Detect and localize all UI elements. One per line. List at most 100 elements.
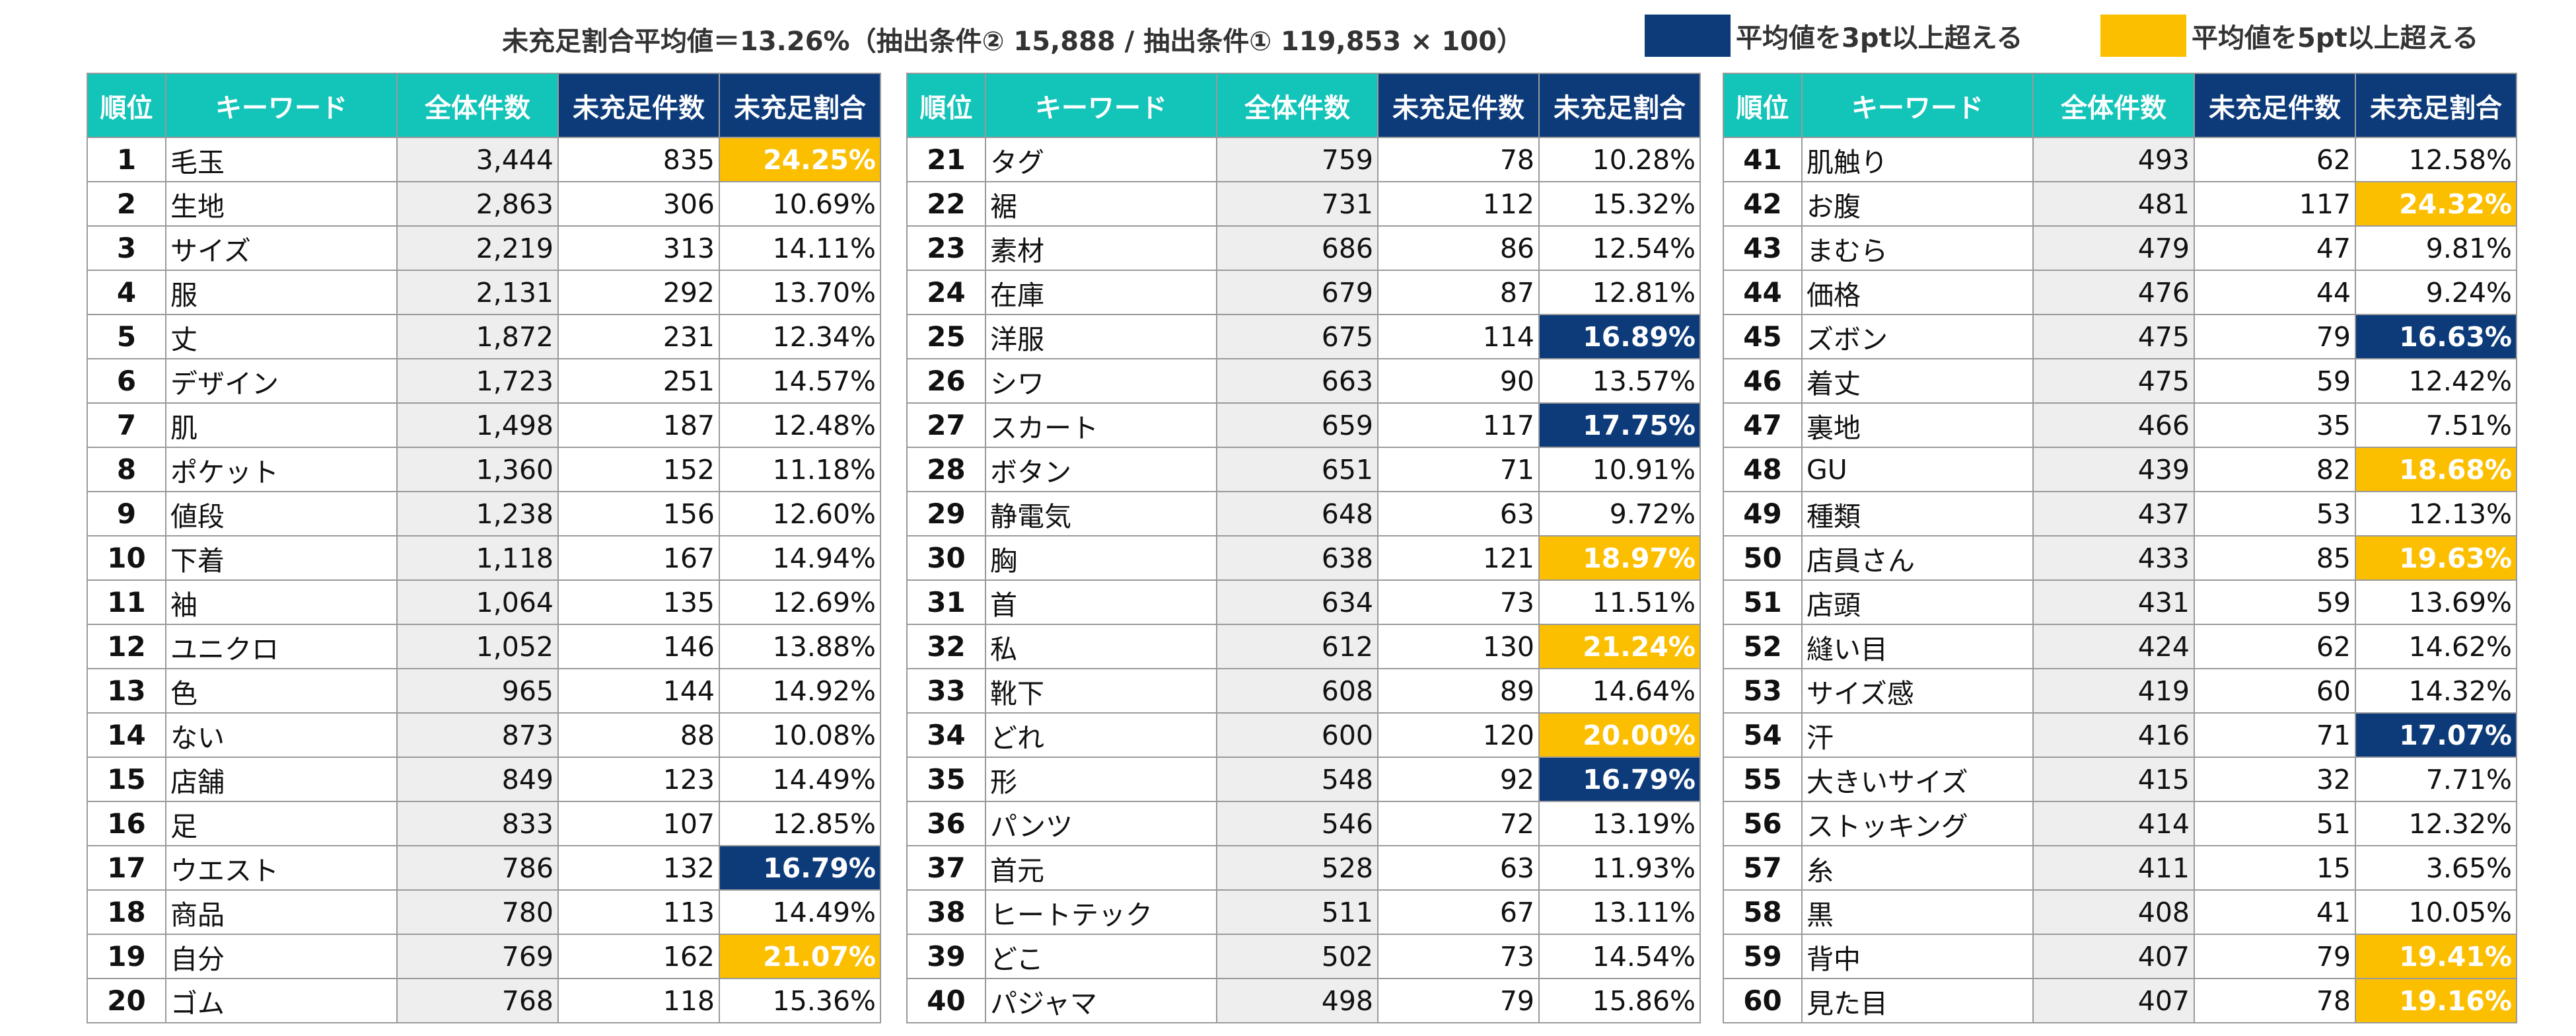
table-row: 22 裾 731 112 15.32% bbox=[906, 181, 1701, 227]
total-count-cell: 546 bbox=[1216, 801, 1378, 846]
unmet-ratio-cell: 19.63% bbox=[2355, 535, 2517, 581]
rank-cell: 25 bbox=[906, 314, 986, 359]
unmet-count-cell: 51 bbox=[2194, 801, 2356, 846]
keyword-cell: スカート bbox=[985, 402, 1217, 448]
keyword-cell: 洋服 bbox=[985, 314, 1217, 359]
total-count-cell: 1,052 bbox=[396, 624, 559, 669]
keyword-cell: 糸 bbox=[1801, 845, 2034, 891]
total-count-cell: 686 bbox=[1216, 225, 1378, 271]
unmet-count-cell: 71 bbox=[1377, 447, 1540, 492]
table-header-row: 順位 キーワード 全体件数 未充足件数 未充足割合 bbox=[1723, 73, 2517, 138]
unmet-count-cell: 86 bbox=[1377, 225, 1540, 271]
unmet-ratio-cell: 10.91% bbox=[1538, 447, 1701, 492]
unmet-ratio-cell: 3.65% bbox=[2355, 845, 2517, 891]
total-count-cell: 786 bbox=[396, 845, 559, 891]
unmet-count-cell: 144 bbox=[557, 668, 720, 714]
unmet-count-cell: 44 bbox=[2194, 270, 2356, 315]
rank-cell: 4 bbox=[87, 270, 166, 315]
table-row: 53 サイズ感 419 60 14.32% bbox=[1723, 668, 2517, 714]
total-count-cell: 679 bbox=[1216, 270, 1378, 315]
unmet-count-cell: 78 bbox=[2194, 978, 2356, 1023]
unmet-count-cell: 121 bbox=[1377, 535, 1540, 581]
unmet-ratio-cell: 13.69% bbox=[2355, 579, 2517, 625]
unmet-ratio-cell: 17.75% bbox=[1538, 402, 1701, 448]
keyword-cell: 裾 bbox=[985, 181, 1217, 227]
rank-cell: 54 bbox=[1723, 712, 1803, 758]
unmet-count-cell: 53 bbox=[2194, 491, 2356, 536]
col-keyword-header: キーワード bbox=[985, 73, 1217, 138]
table-row: 13 色 965 144 14.92% bbox=[87, 668, 881, 714]
rank-cell: 51 bbox=[1723, 579, 1803, 625]
unmet-count-cell: 156 bbox=[557, 491, 720, 536]
col-unmet-header: 未充足件数 bbox=[1377, 73, 1540, 138]
keyword-cell: ズボン bbox=[1801, 314, 2034, 359]
unmet-count-cell: 167 bbox=[557, 535, 720, 581]
keyword-cell: ボタン bbox=[985, 447, 1217, 492]
keyword-cell: 丈 bbox=[165, 314, 398, 359]
rank-cell: 42 bbox=[1723, 181, 1803, 227]
keyword-cell: GU bbox=[1801, 447, 2034, 492]
table-row: 50 店員さん 433 85 19.63% bbox=[1723, 535, 2517, 581]
total-count-cell: 634 bbox=[1216, 579, 1378, 625]
unmet-count-cell: 67 bbox=[1377, 889, 1540, 935]
keyword-cell: サイズ bbox=[165, 225, 398, 271]
table-row: 34 どれ 600 120 20.00% bbox=[906, 712, 1701, 758]
table-row: 54 汗 416 71 17.07% bbox=[1723, 712, 2517, 758]
unmet-ratio-cell: 24.32% bbox=[2355, 181, 2517, 227]
unmet-ratio-cell: 15.36% bbox=[719, 978, 881, 1023]
rank-cell: 53 bbox=[1723, 668, 1803, 714]
unmet-ratio-cell: 12.69% bbox=[719, 579, 881, 625]
unmet-ratio-cell: 16.79% bbox=[1538, 757, 1701, 802]
total-count-cell: 476 bbox=[2032, 270, 2195, 315]
unmet-count-cell: 92 bbox=[1377, 757, 1540, 802]
col-keyword-header: キーワード bbox=[165, 73, 398, 138]
unmet-count-cell: 85 bbox=[2194, 535, 2356, 581]
keyword-cell: 形 bbox=[985, 757, 1217, 802]
rank-cell: 15 bbox=[87, 757, 166, 802]
legend-navy: 平均値を3pt以上超える bbox=[1645, 15, 2022, 57]
total-count-cell: 475 bbox=[2032, 358, 2195, 404]
col-ratio-header: 未充足割合 bbox=[1538, 73, 1701, 138]
table-row: 11 袖 1,064 135 12.69% bbox=[87, 579, 881, 625]
rank-cell: 30 bbox=[906, 535, 986, 581]
rank-cell: 18 bbox=[87, 889, 166, 935]
table-row: 27 スカート 659 117 17.75% bbox=[906, 402, 1701, 448]
unmet-count-cell: 79 bbox=[1377, 978, 1540, 1023]
total-count-cell: 768 bbox=[396, 978, 559, 1023]
total-count-cell: 1,498 bbox=[396, 402, 559, 448]
keyword-cell: まむら bbox=[1801, 225, 2034, 271]
rank-cell: 20 bbox=[87, 978, 166, 1023]
unmet-count-cell: 112 bbox=[1377, 181, 1540, 227]
unmet-ratio-cell: 12.81% bbox=[1538, 270, 1701, 315]
table-row: 35 形 548 92 16.79% bbox=[906, 757, 1701, 802]
unmet-count-cell: 72 bbox=[1377, 801, 1540, 846]
keyword-cell: ない bbox=[165, 712, 398, 758]
table-header-row: 順位 キーワード 全体件数 未充足件数 未充足割合 bbox=[906, 73, 1701, 138]
table-row: 6 デザイン 1,723 251 14.57% bbox=[87, 358, 881, 404]
total-count-cell: 759 bbox=[1216, 137, 1378, 182]
unmet-ratio-cell: 13.88% bbox=[719, 624, 881, 669]
keyword-cell: 値段 bbox=[165, 491, 398, 536]
col-rank-header: 順位 bbox=[1723, 73, 1803, 138]
keyword-cell: 裏地 bbox=[1801, 402, 2034, 448]
rank-cell: 7 bbox=[87, 402, 166, 448]
table-row: 33 靴下 608 89 14.64% bbox=[906, 668, 1701, 714]
table-row: 1 毛玉 3,444 835 24.25% bbox=[87, 137, 881, 182]
keyword-cell: ゴム bbox=[165, 978, 398, 1023]
col-total-header: 全体件数 bbox=[396, 73, 559, 138]
keyword-cell: お腹 bbox=[1801, 181, 2034, 227]
unmet-count-cell: 59 bbox=[2194, 579, 2356, 625]
rank-cell: 14 bbox=[87, 712, 166, 758]
unmet-ratio-cell: 16.79% bbox=[719, 845, 881, 891]
col-unmet-header: 未充足件数 bbox=[2194, 73, 2356, 138]
unmet-ratio-cell: 10.05% bbox=[2355, 889, 2517, 935]
rank-cell: 35 bbox=[906, 757, 986, 802]
unmet-ratio-cell: 14.11% bbox=[719, 225, 881, 271]
total-count-cell: 638 bbox=[1216, 535, 1378, 581]
keyword-cell: 店舗 bbox=[165, 757, 398, 802]
col-rank-header: 順位 bbox=[906, 73, 986, 138]
table-row: 40 パジャマ 498 79 15.86% bbox=[906, 978, 1701, 1023]
keyword-cell: 大きいサイズ bbox=[1801, 757, 2034, 802]
unmet-ratio-cell: 14.92% bbox=[719, 668, 881, 714]
rank-cell: 10 bbox=[87, 535, 166, 581]
